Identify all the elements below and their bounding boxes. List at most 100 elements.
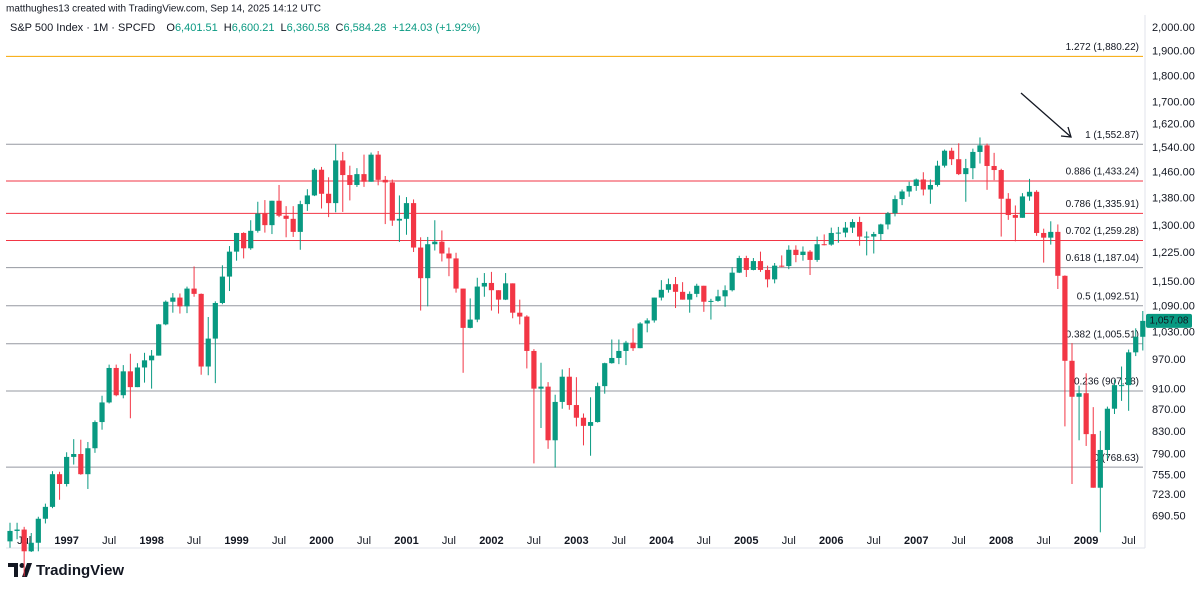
candle-body <box>163 301 169 325</box>
last-price-badge <box>1146 313 1192 328</box>
x-tick-label: Jul <box>867 535 881 547</box>
ohlc-letter: O <box>166 22 175 34</box>
y-tick-label: 1,540.00 <box>1152 142 1195 154</box>
candle-body <box>42 506 48 519</box>
candle-body <box>418 247 424 279</box>
candle-body <box>835 232 841 234</box>
candle-body <box>375 154 381 180</box>
candle-body <box>715 296 721 301</box>
fib-level-label: 0.5 (1,092.51) <box>1077 291 1139 302</box>
candle-body <box>772 265 778 280</box>
candle-body <box>269 200 275 226</box>
candle-body <box>1012 215 1018 218</box>
candle-body <box>658 289 664 298</box>
x-tick-label: Jul <box>442 535 456 547</box>
candle-body <box>333 160 339 204</box>
candle-body <box>559 376 565 402</box>
candle-body <box>743 258 749 270</box>
candle-body <box>106 367 112 403</box>
candle-body <box>340 160 346 176</box>
candle-body <box>871 234 877 237</box>
y-tick-label: 870.00 <box>1152 404 1186 416</box>
candle-body <box>1041 232 1047 238</box>
fib-level-label: 0.382 (1,005.51) <box>1066 329 1139 340</box>
candle-body <box>99 402 105 423</box>
candle-body <box>1048 231 1054 238</box>
ohlc-value: 6,600.21 <box>232 22 275 34</box>
candle-body <box>934 165 941 185</box>
candle-body <box>7 530 13 542</box>
y-tick-label: 1,300.00 <box>1152 220 1195 232</box>
candle-body <box>198 293 204 367</box>
candle-body <box>297 204 303 232</box>
candle-body <box>460 288 466 328</box>
x-tick-label: Jul <box>527 535 541 547</box>
candle-body <box>573 405 579 418</box>
candle-body <box>651 297 657 321</box>
candle-body <box>977 145 983 152</box>
ohlc-value: 6,584.28 <box>343 22 386 34</box>
x-tick-label: 2008 <box>989 535 1013 547</box>
symbol-title: S&P 500 Index · 1M · SPCFD <box>10 22 155 34</box>
y-tick-label: 1,150.00 <box>1152 276 1195 288</box>
candle-body <box>326 193 332 204</box>
candle-body <box>680 291 686 300</box>
candle-body <box>1055 231 1061 276</box>
candle-body <box>191 288 197 294</box>
candle-body <box>64 456 70 484</box>
x-tick-label: Jul <box>187 535 201 547</box>
candle-body <box>85 448 91 475</box>
candle-body <box>665 284 672 290</box>
y-tick-label: 1,225.00 <box>1152 247 1195 259</box>
x-tick-label: Jul <box>1122 535 1136 547</box>
candle-body <box>439 241 445 254</box>
y-tick-label: 1,030.00 <box>1152 327 1195 339</box>
candle-body <box>906 185 912 192</box>
y-tick-label: 970.00 <box>1152 354 1186 366</box>
candle-body <box>1005 198 1011 216</box>
x-tick-label: Jul <box>612 535 626 547</box>
x-tick-label: Jul <box>272 535 286 547</box>
candle-body <box>318 169 325 194</box>
candle-body <box>113 367 119 396</box>
x-tick-label: 2009 <box>1074 535 1098 547</box>
x-tick-label: Jul <box>952 535 966 547</box>
y-tick-label: 2,000.00 <box>1152 22 1195 34</box>
candle-body <box>283 215 289 219</box>
x-tick-label: 1998 <box>139 535 163 547</box>
ohlc-letter: C <box>336 22 344 34</box>
y-tick-label: 690.50 <box>1152 510 1186 522</box>
candle-body <box>963 168 969 175</box>
candle-body <box>984 145 990 166</box>
candle-body <box>920 179 926 190</box>
candle-body <box>71 454 77 457</box>
candle-body <box>672 284 679 292</box>
x-tick-label: 1999 <box>224 535 248 547</box>
x-tick-label: Jul <box>102 535 116 547</box>
candle-body <box>382 179 388 183</box>
candle-body <box>786 249 792 267</box>
y-tick-label: 910.00 <box>1152 384 1186 396</box>
candle-body <box>262 213 268 226</box>
candle-body <box>757 261 764 270</box>
candle-body <box>35 518 41 543</box>
candle-body <box>587 422 594 426</box>
y-tick-label: 1,090.00 <box>1152 301 1195 313</box>
candle-body <box>1104 408 1110 450</box>
candle-body <box>255 213 261 231</box>
candle-body <box>800 251 806 256</box>
candle-body <box>545 386 551 441</box>
candle-body <box>184 288 190 307</box>
candle-body <box>156 324 162 356</box>
candle-body <box>78 454 84 475</box>
candle-body <box>141 360 148 368</box>
candle-body <box>1090 434 1096 488</box>
candle-body <box>517 312 523 317</box>
candle-body <box>403 203 410 219</box>
candle-body <box>503 283 509 300</box>
candle-body <box>1019 196 1026 218</box>
candle-body <box>941 150 948 166</box>
candle-body <box>595 386 601 423</box>
candle-body <box>248 230 254 249</box>
